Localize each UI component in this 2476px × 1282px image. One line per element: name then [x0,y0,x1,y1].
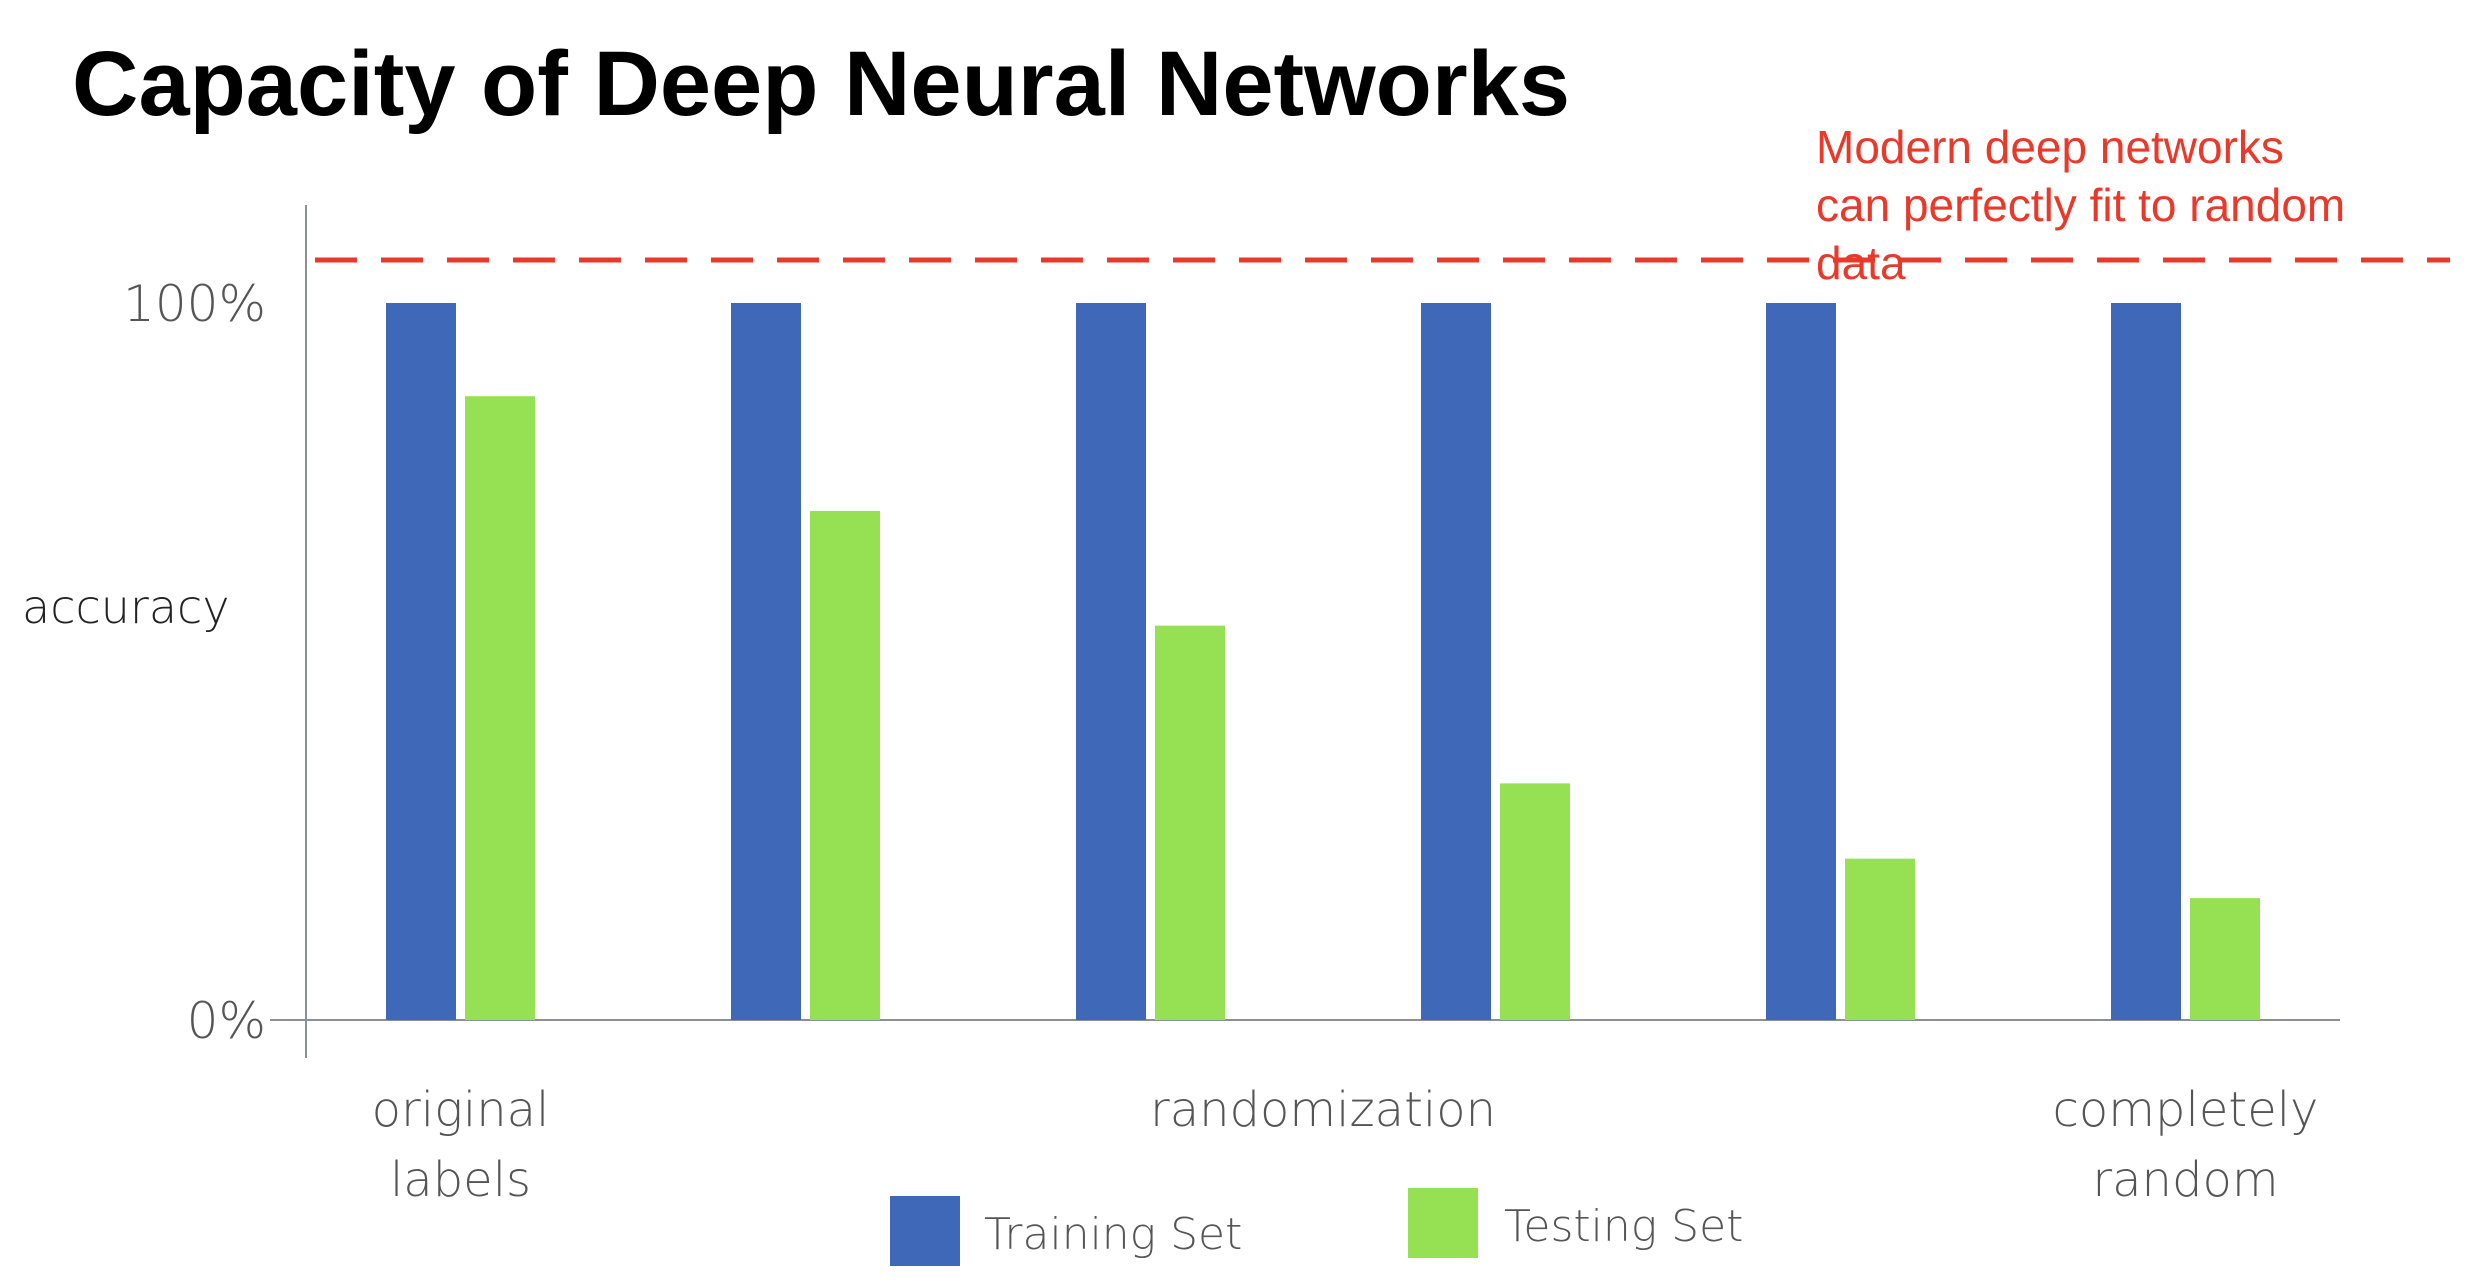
testing-bar [810,510,880,1020]
training-bar [2111,303,2181,1020]
training-bar [386,303,456,1020]
y-tick-label: 0% [187,992,266,1050]
annotation-line: Modern deep networks [1816,121,2284,173]
testing-bar [1155,625,1225,1020]
y-tick-label: 100% [123,275,266,333]
annotation-text: Modern deep networks can perfectly fit t… [1816,118,2456,292]
testing-bar [465,396,535,1021]
training-bar [731,303,801,1020]
bars-layer [386,303,2260,1021]
x-tick-label: labels [390,1152,531,1208]
legend-swatch-testing [1408,1188,1478,1258]
x-tick-label: completely [2053,1082,2319,1138]
page-title: Capacity of Deep Neural Networks [72,33,1571,135]
x-tick-label: randomization [1150,1082,1496,1138]
testing-bar [2190,898,2260,1020]
training-bar [1766,303,1836,1020]
training-bar [1421,303,1491,1020]
x-tick-label: original [372,1082,550,1138]
testing-bar [1845,858,1915,1020]
labels-layer: 0% 100% accuracy original labels randomizatio… [22,275,2318,1208]
legend-label-testing: Testing Set [1504,1201,1743,1252]
axes-layer [270,205,2340,1058]
legend-swatch-training [890,1196,960,1266]
y-axis-label: accuracy [22,580,230,634]
legend: Training Set Testing Set [890,1188,1743,1266]
testing-bar [1500,783,1570,1020]
training-bar [1076,303,1146,1020]
legend-label-training: Training Set [984,1209,1242,1260]
annotation-line: can perfectly fit to random [1816,179,2346,231]
annotation-line: data [1816,237,1906,289]
x-tick-label: random [2092,1152,2278,1208]
